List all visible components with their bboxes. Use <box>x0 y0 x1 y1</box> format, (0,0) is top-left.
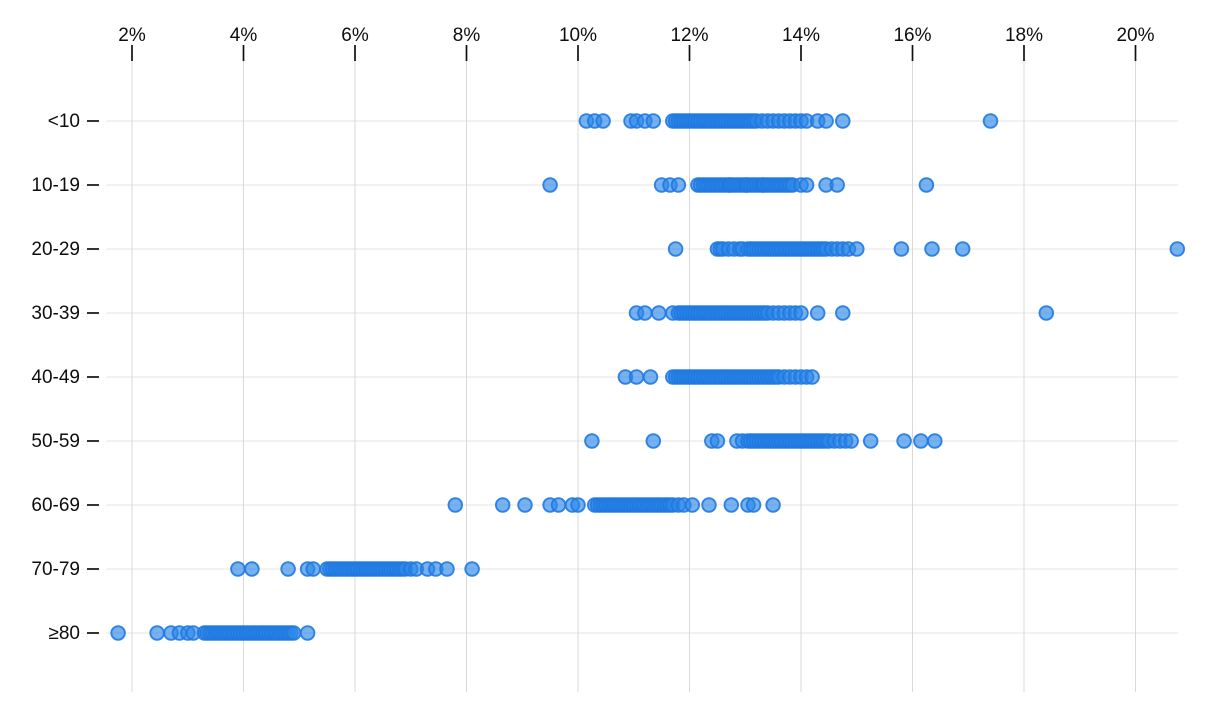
data-point <box>299 625 316 641</box>
data-point <box>793 305 809 321</box>
data-point <box>285 625 302 641</box>
y-tick-label: <10 <box>48 111 80 132</box>
data-point <box>651 305 667 321</box>
data-point <box>809 305 826 321</box>
data-point <box>1169 241 1186 257</box>
x-tick-label: 4% <box>230 25 258 46</box>
data-point <box>723 497 740 513</box>
data-point <box>918 177 935 193</box>
data-point <box>843 433 859 449</box>
data-point <box>818 113 834 129</box>
x-tick-label: 2% <box>118 25 146 46</box>
data-point <box>595 113 611 129</box>
data-point <box>494 497 511 513</box>
y-tick-label: 70-79 <box>31 559 80 580</box>
x-tick-label: 10% <box>559 25 597 46</box>
data-point <box>849 241 865 257</box>
data-point <box>893 241 910 257</box>
data-point <box>927 433 943 449</box>
data-point <box>913 433 929 449</box>
data-point <box>645 433 662 449</box>
x-tick-label: 12% <box>670 25 708 46</box>
x-tick-label: 14% <box>782 25 820 46</box>
data-point <box>637 305 653 321</box>
y-tick-label: ≥80 <box>48 623 80 644</box>
data-point <box>684 497 701 513</box>
data-point <box>765 497 781 513</box>
y-tick-label: 50-59 <box>31 431 80 452</box>
data-point <box>709 433 726 449</box>
y-tick-label: 10-19 <box>31 175 80 196</box>
data-point <box>670 177 687 193</box>
data-point <box>447 497 464 513</box>
data-point <box>642 369 659 385</box>
x-tick-label: 18% <box>1005 25 1043 46</box>
data-point <box>924 241 940 257</box>
data-point <box>798 177 815 193</box>
data-point <box>517 497 533 513</box>
data-point <box>439 561 455 577</box>
data-point <box>835 113 851 129</box>
data-point <box>954 241 971 257</box>
data-point <box>305 561 321 577</box>
y-tick-label: 60-69 <box>31 495 80 516</box>
data-point <box>982 113 999 129</box>
data-point <box>244 561 260 577</box>
data-point <box>542 177 558 193</box>
x-tick-label: 8% <box>453 25 481 46</box>
data-point <box>584 433 600 449</box>
data-point <box>628 369 645 385</box>
data-point <box>804 369 820 385</box>
data-point <box>230 561 246 577</box>
x-tick-label: 16% <box>893 25 931 46</box>
data-point <box>149 625 165 641</box>
y-tick-label: 30-39 <box>31 303 80 324</box>
x-tick-label: 6% <box>341 25 369 46</box>
data-point <box>1038 305 1055 321</box>
data-point <box>829 177 845 193</box>
data-point <box>667 241 684 257</box>
x-tick-label: 20% <box>1116 25 1154 46</box>
data-point <box>835 305 851 321</box>
y-tick-label: 20-29 <box>31 239 80 260</box>
data-point <box>550 497 567 513</box>
data-point <box>110 625 126 641</box>
data-point <box>896 433 912 449</box>
data-point <box>280 561 296 577</box>
data-point <box>701 497 717 513</box>
data-point <box>645 113 662 129</box>
data-point <box>745 497 762 513</box>
data-point <box>862 433 879 449</box>
y-tick-label: 40-49 <box>31 367 80 388</box>
data-point <box>570 497 586 513</box>
data-point <box>464 561 480 577</box>
